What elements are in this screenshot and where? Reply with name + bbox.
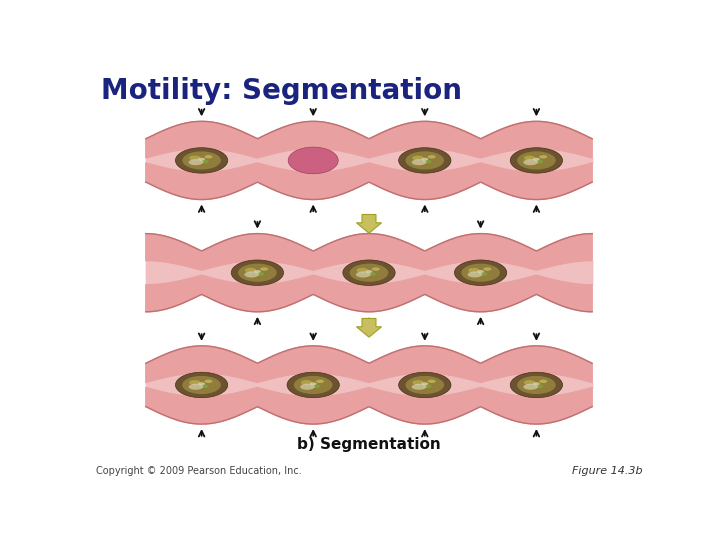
Ellipse shape — [366, 270, 372, 273]
Ellipse shape — [533, 382, 540, 385]
Polygon shape — [145, 234, 593, 270]
Ellipse shape — [254, 270, 261, 273]
Ellipse shape — [418, 387, 427, 390]
Ellipse shape — [356, 268, 368, 273]
Ellipse shape — [238, 264, 276, 282]
Ellipse shape — [539, 380, 547, 383]
Ellipse shape — [517, 376, 556, 394]
Ellipse shape — [231, 260, 284, 286]
Ellipse shape — [399, 372, 451, 397]
Ellipse shape — [189, 380, 200, 385]
Ellipse shape — [244, 272, 259, 278]
Ellipse shape — [198, 158, 205, 161]
Ellipse shape — [176, 372, 228, 397]
Ellipse shape — [462, 264, 500, 282]
Ellipse shape — [539, 155, 547, 159]
FancyArrow shape — [356, 319, 382, 337]
Polygon shape — [145, 163, 593, 199]
Polygon shape — [145, 388, 593, 424]
Ellipse shape — [423, 384, 431, 388]
Ellipse shape — [510, 372, 562, 397]
Polygon shape — [145, 346, 593, 382]
Ellipse shape — [530, 387, 539, 390]
Ellipse shape — [288, 147, 338, 174]
Ellipse shape — [287, 372, 339, 397]
Ellipse shape — [523, 159, 538, 165]
Ellipse shape — [260, 267, 268, 271]
Ellipse shape — [405, 151, 444, 170]
Ellipse shape — [316, 380, 324, 383]
Ellipse shape — [524, 156, 535, 160]
Ellipse shape — [362, 274, 372, 278]
Ellipse shape — [182, 151, 221, 170]
Ellipse shape — [356, 272, 371, 278]
Ellipse shape — [350, 264, 388, 282]
Ellipse shape — [413, 380, 423, 385]
Ellipse shape — [474, 274, 483, 278]
Ellipse shape — [255, 272, 264, 276]
Ellipse shape — [413, 156, 423, 160]
Ellipse shape — [199, 160, 208, 164]
Ellipse shape — [534, 160, 543, 164]
Ellipse shape — [294, 376, 333, 394]
Ellipse shape — [517, 151, 556, 170]
Ellipse shape — [423, 160, 431, 164]
Ellipse shape — [421, 382, 428, 385]
Ellipse shape — [533, 158, 540, 161]
Ellipse shape — [524, 380, 535, 385]
Text: Motility: Segmentation: Motility: Segmentation — [101, 77, 462, 105]
Ellipse shape — [510, 148, 562, 173]
Ellipse shape — [300, 384, 315, 390]
Ellipse shape — [454, 260, 507, 286]
Ellipse shape — [412, 384, 426, 390]
Ellipse shape — [343, 260, 395, 286]
Ellipse shape — [310, 382, 317, 385]
Ellipse shape — [366, 272, 376, 276]
Ellipse shape — [405, 376, 444, 394]
Ellipse shape — [204, 155, 212, 159]
Ellipse shape — [189, 159, 203, 165]
Ellipse shape — [372, 267, 379, 271]
Text: b) Segmentation: b) Segmentation — [297, 437, 441, 453]
Polygon shape — [145, 275, 593, 312]
Ellipse shape — [478, 272, 487, 276]
Ellipse shape — [418, 162, 427, 166]
Ellipse shape — [467, 272, 482, 278]
Ellipse shape — [412, 159, 426, 165]
Ellipse shape — [534, 384, 543, 388]
Ellipse shape — [199, 384, 208, 388]
Ellipse shape — [245, 268, 256, 273]
Ellipse shape — [195, 162, 204, 166]
Ellipse shape — [421, 158, 428, 161]
Ellipse shape — [307, 387, 315, 390]
Ellipse shape — [195, 387, 204, 390]
Text: Copyright © 2009 Pearson Education, Inc.: Copyright © 2009 Pearson Education, Inc. — [96, 465, 302, 476]
Ellipse shape — [530, 162, 539, 166]
Text: Figure 14.3b: Figure 14.3b — [572, 465, 642, 476]
Ellipse shape — [523, 384, 538, 390]
Ellipse shape — [189, 384, 203, 390]
Ellipse shape — [251, 274, 260, 278]
Ellipse shape — [198, 382, 205, 385]
FancyArrow shape — [356, 214, 382, 233]
Ellipse shape — [428, 155, 436, 159]
Ellipse shape — [468, 268, 480, 273]
Ellipse shape — [311, 384, 320, 388]
Ellipse shape — [182, 376, 221, 394]
Ellipse shape — [301, 380, 312, 385]
Ellipse shape — [477, 270, 484, 273]
Ellipse shape — [483, 267, 491, 271]
Ellipse shape — [399, 148, 451, 173]
Ellipse shape — [204, 380, 212, 383]
Ellipse shape — [176, 148, 228, 173]
Polygon shape — [145, 122, 593, 158]
Ellipse shape — [428, 380, 436, 383]
Ellipse shape — [189, 156, 200, 160]
